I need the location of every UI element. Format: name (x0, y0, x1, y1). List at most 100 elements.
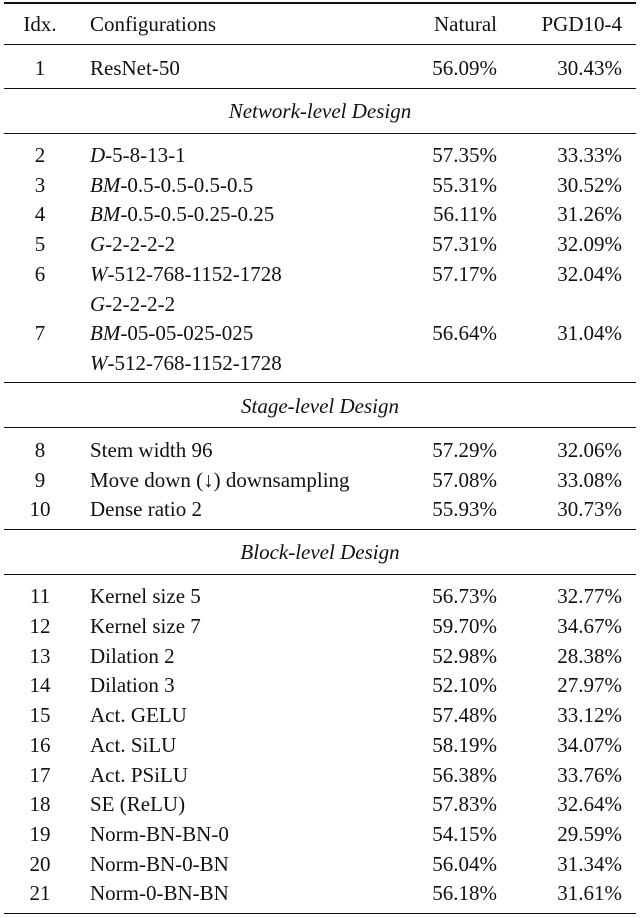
config-cell: W-512-768-1152-1728 (90, 351, 282, 375)
pgd-cell: 33.76% (557, 762, 622, 787)
config-variable: W (90, 261, 108, 286)
rule (4, 573, 636, 575)
rule (4, 382, 636, 384)
natural-cell: 54.15% (432, 821, 497, 846)
config-text: -0.5-0.5-0.5-0.5 (120, 172, 254, 197)
config-text: -512-768-1152-1728 (107, 261, 282, 286)
natural-cell: 55.31% (432, 172, 497, 197)
section-title: Network-level Design (228, 99, 412, 123)
idx-cell: 4 (34, 202, 46, 227)
config-cell: ResNet-50 (90, 56, 180, 80)
config-text: -2-2-2-2 (105, 291, 176, 316)
idx-cell: 2 (34, 143, 46, 167)
config-cell: Norm-BN-BN-0 (90, 821, 229, 846)
config-cell: SE (ReLU) (90, 792, 186, 817)
config-cell: Act. PSiLU (90, 762, 189, 787)
natural-cell: 52.10% (432, 673, 497, 698)
idx-cell: 15 (29, 703, 51, 728)
natural-cell: 57.31% (432, 232, 497, 257)
pgd-cell: 31.04% (557, 321, 622, 346)
idx-cell: 3 (34, 172, 46, 197)
config-cell: Move down (↓) downsampling (90, 467, 350, 492)
header-cell: Natural (434, 12, 497, 36)
rule (4, 427, 636, 429)
natural-cell: 57.48% (432, 703, 497, 728)
config-variable: BM (90, 172, 121, 197)
pgd-cell: 32.77% (557, 584, 622, 609)
natural-cell: 55.93% (432, 497, 497, 522)
pgd-cell: 34.07% (557, 732, 622, 757)
natural-cell: 52.98% (432, 643, 497, 668)
idx-cell: 1 (34, 56, 46, 80)
pgd-cell: 33.12% (557, 703, 622, 728)
idx-cell: 14 (29, 673, 51, 698)
natural-cell: 59.70% (432, 614, 497, 638)
idx-cell: Idx. (23, 12, 57, 36)
config-cell: G-2-2-2-2 (90, 232, 175, 256)
config-cell: D-5-8-13-1 (90, 143, 186, 167)
config-cell: Act. SiLU (90, 732, 177, 757)
config-variable: W (90, 350, 108, 375)
idx-cell: 9 (34, 467, 46, 492)
pgd-cell: 31.61% (557, 881, 622, 906)
section-title: Block-level Design (240, 540, 400, 565)
config-cell: Stem width 96 (90, 437, 213, 462)
natural-cell: 57.83% (432, 792, 497, 817)
pgd-cell: 30.73% (557, 497, 622, 522)
idx-cell: 5 (34, 232, 46, 257)
config-cell: Kernel size 5 (90, 584, 201, 609)
config-cell: Dense ratio 2 (90, 497, 202, 522)
natural-cell: 56.04% (432, 851, 497, 876)
idx-cell: 11 (29, 584, 51, 609)
pgd-cell: 33.33% (557, 143, 622, 167)
natural-cell: 57.17% (432, 261, 497, 286)
config-text: -0.5-0.5-0.25-0.25 (120, 202, 275, 227)
config-variable: G (90, 232, 106, 257)
natural-cell: 58.19% (432, 732, 497, 757)
config-cell: Norm-0-BN-BN (90, 881, 229, 906)
config-text: -05-05-025-025 (120, 321, 254, 346)
idx-cell: 18 (29, 792, 51, 817)
pgd-cell: 31.34% (557, 851, 622, 876)
config-cell: Kernel size 7 (90, 614, 201, 638)
config-cell: G-2-2-2-2 (90, 292, 175, 316)
header-cell: Configurations (90, 12, 216, 36)
config-cell: W-512-768-1152-1728 (90, 262, 282, 286)
pgd-cell: 30.43% (557, 56, 622, 80)
config-variable: D (90, 143, 106, 167)
pgd-cell: 32.04% (557, 261, 622, 286)
natural-cell: 56.18% (432, 881, 497, 906)
config-variable: BM (90, 202, 121, 227)
rule (4, 132, 636, 134)
config-cell: Dilation 3 (90, 673, 175, 698)
natural-cell: 57.29% (432, 437, 497, 462)
config-text: -512-768-1152-1728 (107, 350, 282, 375)
section-title: Stage-level Design (240, 393, 400, 418)
config-cell: Act. GELU (90, 703, 187, 728)
natural-cell: 56.11% (433, 202, 497, 227)
config-text: -2-2-2-2 (105, 232, 176, 257)
pgd-cell: 30.52% (557, 172, 622, 197)
config-cell: BM-05-05-025-025 (90, 321, 253, 345)
pgd-cell: 27.97% (557, 673, 622, 698)
idx-cell: 12 (29, 614, 51, 638)
config-variable: BM (90, 321, 121, 346)
pgd-cell: 28.38% (557, 643, 622, 668)
pgd-cell: 29.59% (557, 821, 622, 846)
pgd-cell: 32.06% (557, 437, 622, 462)
natural-cell: 57.35% (432, 143, 497, 167)
config-cell: BM-0.5-0.5-0.25-0.25 (90, 202, 274, 226)
natural-cell: 56.64% (432, 321, 497, 346)
config-cell: Norm-BN-0-BN (90, 851, 229, 876)
natural-cell: 56.09% (432, 56, 497, 80)
idx-cell: 16 (29, 732, 51, 757)
idx-cell: 21 (29, 881, 51, 906)
header-cell: PGD10-4 (541, 12, 622, 36)
rule (4, 87, 636, 89)
config-cell: BM-0.5-0.5-0.5-0.5 (90, 173, 253, 197)
idx-cell: 20 (29, 851, 51, 876)
idx-cell: 19 (29, 821, 51, 846)
config-cell: Dilation 2 (90, 643, 175, 668)
idx-cell: 7 (34, 321, 46, 346)
